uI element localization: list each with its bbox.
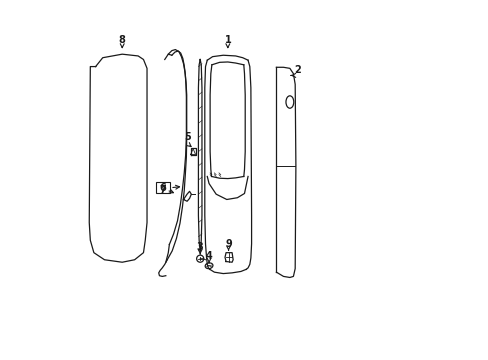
Text: 3: 3 (196, 242, 203, 252)
Text: 6: 6 (159, 183, 166, 193)
Text: 4: 4 (205, 251, 212, 261)
Ellipse shape (205, 263, 212, 269)
Text: 8: 8 (119, 35, 125, 45)
Text: 7: 7 (159, 185, 166, 195)
Ellipse shape (285, 96, 293, 108)
Text: 5: 5 (184, 132, 191, 143)
FancyBboxPatch shape (156, 183, 170, 193)
Text: 9: 9 (224, 239, 231, 249)
Text: 2: 2 (294, 65, 301, 75)
Text: 1: 1 (224, 35, 231, 45)
